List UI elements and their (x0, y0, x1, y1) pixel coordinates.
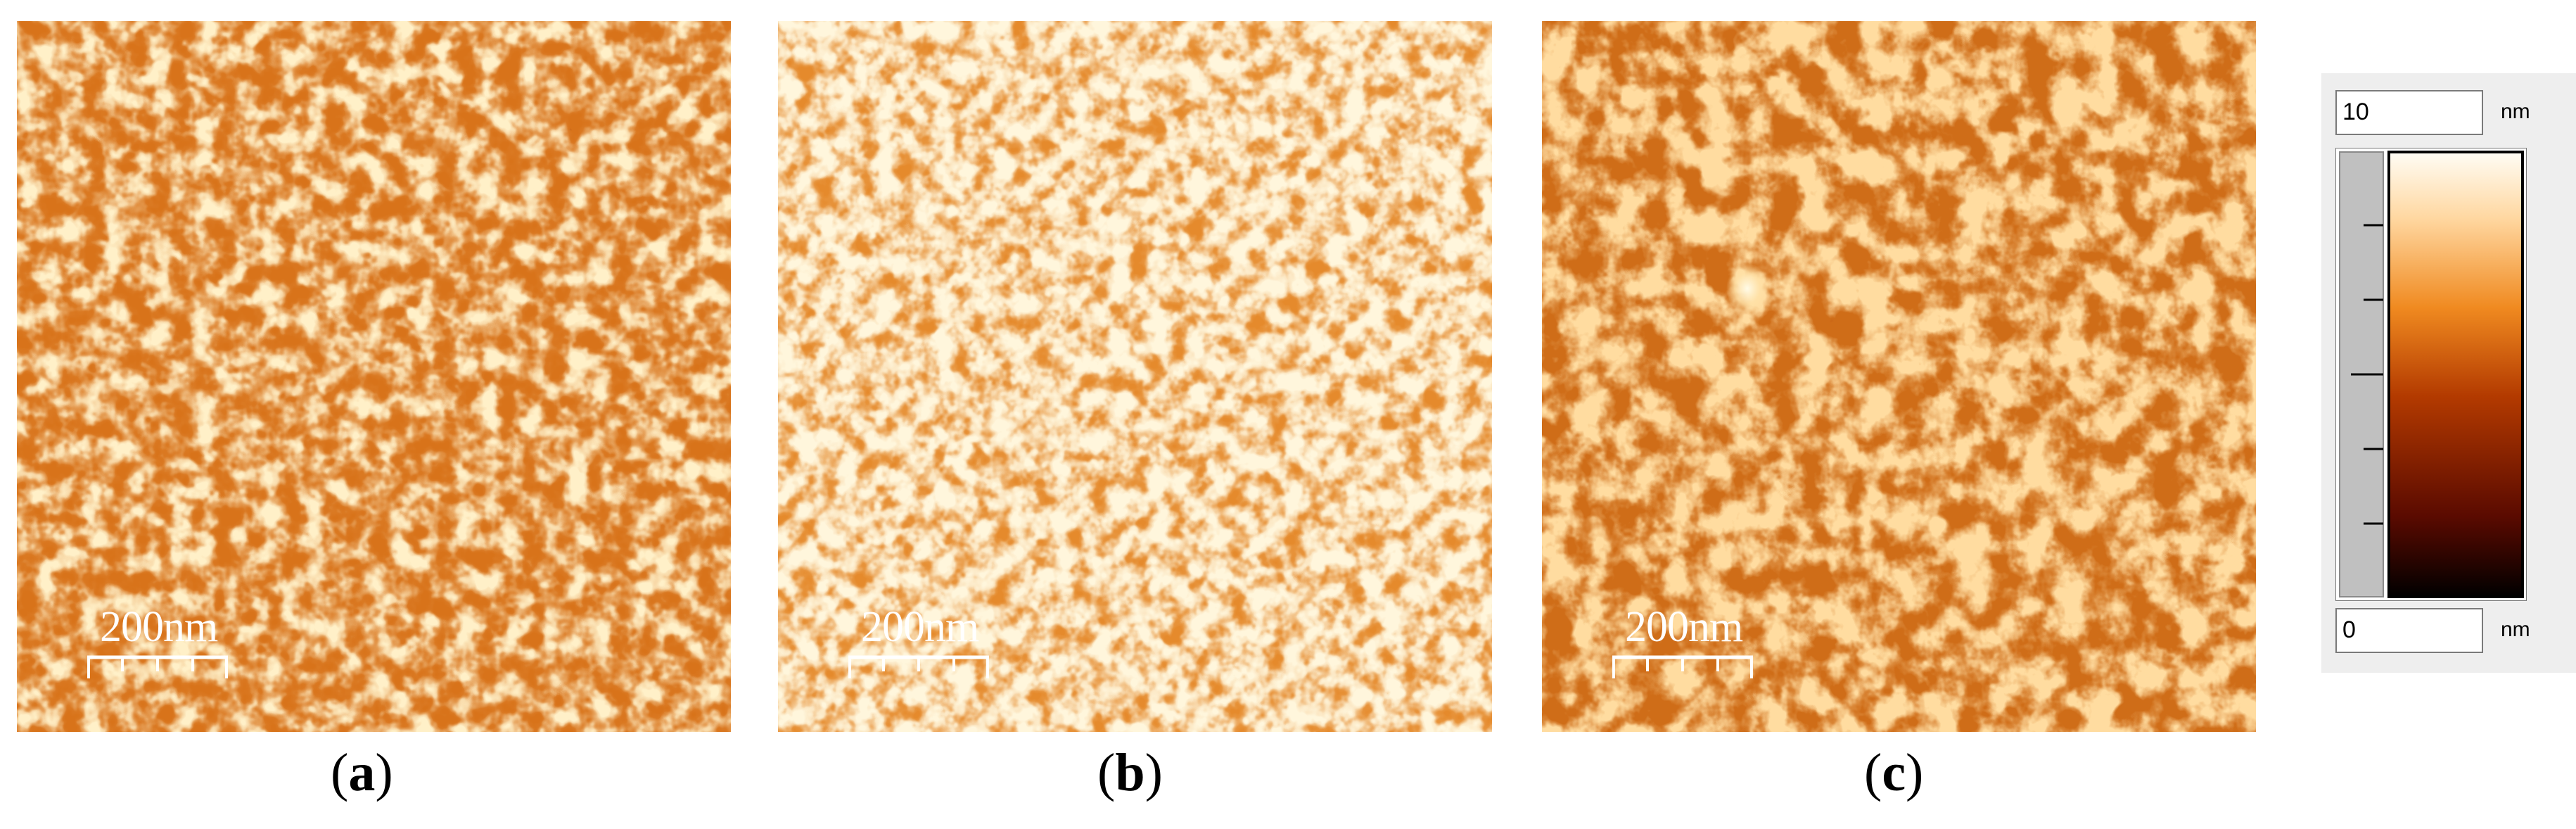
scale-bar-label: 200nm (861, 603, 979, 651)
scale-ticks (2351, 224, 2383, 525)
height-color-scale: 10 nm 0 nm (2321, 73, 2576, 673)
scale-min-field[interactable]: 0 (2335, 608, 2483, 653)
afm-image-a: 200nm (17, 21, 731, 732)
caption-b: (b) (1097, 743, 1163, 802)
afm-texture-c (1542, 21, 2256, 732)
scale-bar-label: 200nm (100, 603, 218, 651)
scale-bar-b: 200nm (848, 605, 996, 683)
afm-texture-a (17, 21, 731, 732)
scale-bar-ruler (1612, 655, 1753, 678)
caption-letter: c (1882, 743, 1906, 802)
afm-image-b: 200nm (778, 21, 1492, 732)
scale-bar-ruler (848, 655, 989, 678)
afm-texture-b (778, 21, 1492, 732)
caption-letter: b (1115, 743, 1145, 802)
scale-bar-label: 200nm (1625, 603, 1743, 651)
caption-letter: a (348, 743, 376, 802)
afm-image-c: 200nm (1542, 21, 2256, 732)
scale-min-unit: nm (2501, 618, 2530, 641)
caption-a: (a) (331, 743, 393, 802)
scale-bar-ruler (87, 655, 228, 678)
scale-bar-c: 200nm (1612, 605, 1760, 683)
scale-max-field[interactable]: 10 (2335, 90, 2483, 135)
caption-c: (c) (1864, 743, 1924, 802)
scale-bar-a: 200nm (87, 605, 235, 683)
scale-max-unit: nm (2501, 100, 2530, 123)
color-gradient-bar (2335, 148, 2527, 601)
